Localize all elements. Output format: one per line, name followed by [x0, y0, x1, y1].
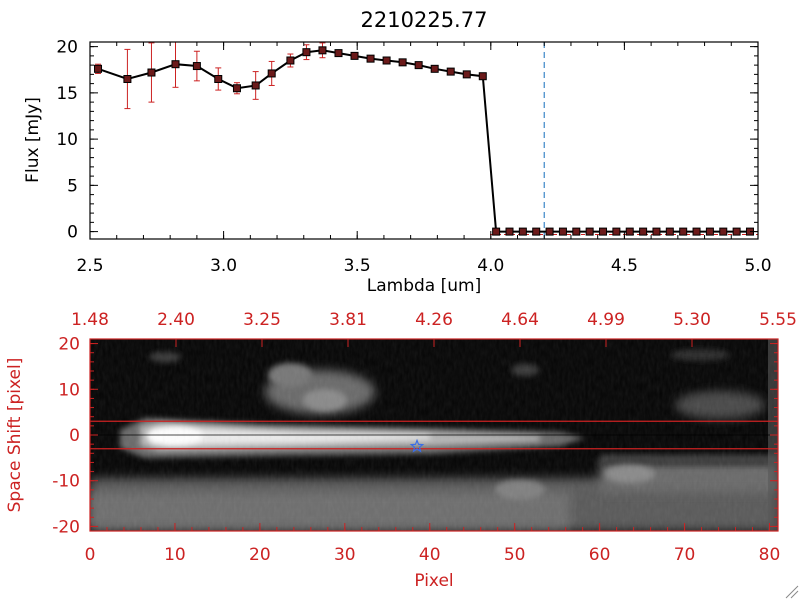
top-axis-tick-label: 3.25: [243, 310, 281, 330]
data-point: [267, 69, 276, 78]
data-point: [599, 227, 608, 236]
top-axis-tick-label: 5.30: [673, 310, 711, 330]
x-tick-label-bottom: 50: [504, 545, 526, 565]
x-tick-label: 3.5: [344, 256, 371, 276]
data-point: [286, 56, 295, 65]
chart-title: 2210225.77: [361, 8, 488, 32]
plot-frame-top: [89, 41, 759, 240]
data-point: [462, 70, 471, 79]
flux-series-line: [97, 49, 750, 233]
data-point: [719, 227, 728, 236]
top-axis-tick-label: 4.26: [415, 310, 453, 330]
y-tick-label: 10: [56, 130, 78, 150]
x-tick-label: 2.5: [76, 256, 103, 276]
x-tick-label-bottom: 0: [85, 545, 96, 565]
data-point: [398, 58, 407, 67]
data-point: [692, 227, 701, 236]
data-point: [612, 227, 621, 236]
data-point: [572, 227, 581, 236]
y-axis-label-top: Flux [mJy]: [23, 97, 43, 183]
aperture-lines: [90, 420, 778, 450]
y-tick-label-bottom: 10: [58, 380, 80, 400]
data-point: [123, 74, 132, 83]
x-tick-label-bottom: 30: [334, 545, 356, 565]
data-point: [679, 227, 688, 236]
x-tick-label-bottom: 70: [674, 545, 696, 565]
data-point: [518, 227, 527, 236]
top-axis-tick-label: 4.99: [587, 310, 625, 330]
x-tick-label-bottom: 60: [589, 545, 611, 565]
data-point: [625, 227, 634, 236]
data-point: [94, 64, 103, 73]
y-axis-label-bottom: Space Shift [pixel]: [5, 358, 25, 513]
data-point: [532, 227, 541, 236]
data-point: [366, 54, 375, 63]
data-point: [214, 74, 223, 83]
data-point: [171, 60, 180, 69]
data-point: [478, 72, 487, 81]
data-point: [302, 48, 311, 57]
x-tick-label-bottom: 10: [164, 545, 186, 565]
data-point: [192, 62, 201, 71]
data-point: [147, 68, 156, 77]
y-tick-label-bottom: -20: [52, 517, 80, 537]
data-point: [446, 67, 455, 76]
bottom-panel-ticks: 0 10 20 30 40 50 60 70 80 -20 -10 0 10 20 1.48 2.40 3.25…: [52, 310, 797, 565]
x-tick-label-bottom: 80: [759, 545, 781, 565]
top-axis-tick-label: 4.64: [501, 310, 539, 330]
data-point: [430, 64, 439, 73]
x-tick-label: 4.5: [611, 256, 638, 276]
spatial-image-panel: 0 10 20 30 40 50 60 70 80 -20 -10 0 10 20 1.48 2.40 3.25…: [5, 310, 797, 591]
data-point: [251, 81, 260, 90]
resize-grip-icon[interactable]: [785, 585, 799, 599]
data-point: [492, 227, 501, 236]
data-point: [334, 49, 343, 58]
top-axis-tick-label: 3.81: [329, 310, 367, 330]
y-tick-label-bottom: -10: [52, 472, 80, 492]
data-point: [414, 61, 423, 70]
y-tick-label: 5: [67, 176, 78, 196]
data-point: [585, 227, 594, 236]
y-tick-label: 15: [56, 84, 78, 104]
source-star-icon: [409, 438, 425, 453]
top-axis-tick-label: 1.48: [71, 310, 109, 330]
y-tick-label: 20: [56, 38, 78, 58]
spectrum-chart: 2210225.77 2.5 3.0 3.5 4.0 4.5 5.0 0 5 10 15 20 La…: [23, 8, 772, 296]
top-panel-ticks: 2.5 3.0 3.5 4.0 4.5 5.0 0 5 10 15 20: [56, 38, 771, 276]
data-point: [639, 227, 648, 236]
x-tick-label: 3.0: [210, 256, 237, 276]
data-point: [382, 56, 391, 65]
y-tick-label-bottom: 20: [58, 335, 80, 355]
x-axis-label-bottom: Pixel: [414, 571, 453, 591]
data-point: [558, 227, 567, 236]
data-point: [318, 46, 327, 55]
data-point: [545, 227, 554, 236]
y-tick-label: 0: [67, 223, 78, 243]
top-axis-tick-label: 5.55: [759, 310, 797, 330]
data-point: [705, 227, 714, 236]
data-point: [350, 51, 359, 60]
y-tick-label-bottom: 0: [69, 426, 80, 446]
data-point: [732, 227, 741, 236]
x-tick-label: 5.0: [744, 256, 771, 276]
x-tick-label-bottom: 20: [249, 545, 271, 565]
top-axis-tick-label: 2.40: [157, 310, 195, 330]
data-point: [665, 227, 674, 236]
x-tick-label-bottom: 40: [419, 545, 441, 565]
x-axis-label-top: Lambda [um]: [367, 276, 481, 296]
data-point: [232, 84, 241, 93]
x-tick-label: 4.0: [477, 256, 504, 276]
data-point: [652, 227, 661, 236]
data-point: [505, 227, 514, 236]
